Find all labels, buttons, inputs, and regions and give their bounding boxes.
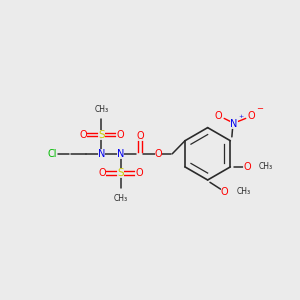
Text: O: O [136,131,144,141]
Text: N: N [117,149,124,159]
Text: CH₃: CH₃ [259,162,273,171]
Text: O: O [135,168,143,178]
Text: Cl: Cl [47,149,57,159]
Text: N: N [230,119,238,129]
Text: O: O [98,168,106,178]
Text: +: + [238,114,243,119]
Text: S: S [117,168,124,178]
Text: −: − [256,104,263,113]
Text: O: O [79,130,87,140]
Text: O: O [154,149,162,159]
Text: O: O [116,130,124,140]
Text: O: O [215,111,223,121]
Text: S: S [98,130,105,140]
Text: O: O [244,162,251,172]
Text: CH₃: CH₃ [236,187,250,196]
Text: O: O [247,111,255,121]
Text: O: O [221,187,228,196]
Text: CH₃: CH₃ [94,105,109,114]
Text: N: N [98,149,105,159]
Text: CH₃: CH₃ [114,194,128,203]
